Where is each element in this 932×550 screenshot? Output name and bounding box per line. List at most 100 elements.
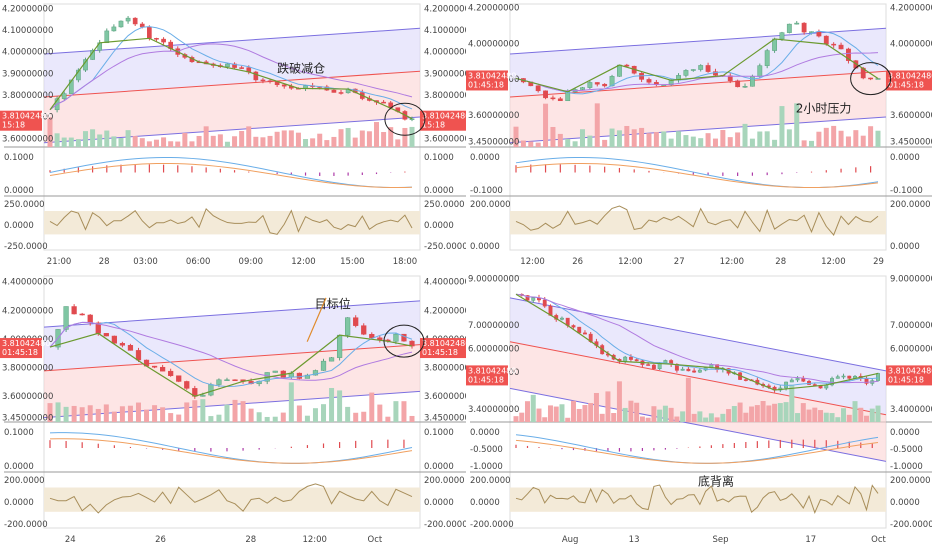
- wave-line: [515, 38, 879, 93]
- cci-tick-left: -250.0000: [4, 242, 48, 252]
- volume-bar: [801, 140, 807, 147]
- volume-bar: [726, 409, 732, 422]
- price-value: 3.81042480: [2, 112, 50, 121]
- y-tick-right: 7.00000000: [890, 321, 932, 331]
- volume-bar: [239, 130, 245, 147]
- volume-bar: [611, 413, 617, 422]
- volume-bar: [144, 409, 150, 422]
- ma-long-line: [515, 52, 879, 92]
- y-tick-right: 3.80000000: [424, 364, 466, 374]
- macd-tick-right: 0.0000: [890, 153, 920, 163]
- volume-bar: [216, 414, 222, 422]
- volume-bar: [594, 103, 600, 147]
- macd-tick-right: -1.0000: [890, 462, 923, 472]
- volume-bar: [385, 416, 391, 422]
- candle-body: [550, 97, 556, 100]
- cci-tick-right: -250.0000: [424, 242, 466, 252]
- volume-bar: [809, 140, 815, 147]
- volume-bar: [388, 127, 394, 147]
- volume-bar: [87, 405, 93, 422]
- volume-bar: [764, 131, 770, 147]
- x-tick: 12:00: [291, 257, 316, 267]
- x-tick: Aug: [562, 535, 579, 545]
- circle-marker: [383, 324, 425, 358]
- volume-bar: [280, 412, 286, 422]
- cci-band: [44, 487, 420, 512]
- volume-bar: [393, 401, 399, 422]
- cci-tick-left: 200.0000: [470, 200, 511, 210]
- volume-bar: [624, 125, 630, 147]
- price-label-left: [0, 338, 42, 359]
- candle-body: [838, 44, 844, 50]
- volume-bar: [760, 401, 766, 422]
- volume-bar: [705, 133, 711, 147]
- candle-body: [393, 333, 399, 342]
- candle-body: [127, 345, 134, 351]
- candle-body: [594, 82, 600, 85]
- volume-bar: [683, 135, 689, 147]
- candle-body: [61, 93, 67, 99]
- candle-body: [253, 71, 259, 81]
- y-tick-right: 3.90000000: [424, 69, 466, 79]
- volume-bar: [184, 402, 190, 422]
- volume-bar: [547, 405, 553, 422]
- candle-body: [624, 64, 630, 67]
- volume-bar: [757, 131, 763, 147]
- volume-bar: [189, 141, 195, 147]
- candle-body: [272, 370, 278, 373]
- candle-body: [743, 379, 748, 381]
- candle-body: [560, 317, 564, 320]
- candle-body: [232, 63, 237, 68]
- channel-lower-line: [509, 387, 887, 462]
- volume-bar: [260, 137, 266, 147]
- y-tick-right: 4.10000000: [424, 26, 466, 36]
- volume-bar: [674, 416, 680, 422]
- volume-bar: [772, 403, 778, 422]
- candle-body: [686, 368, 691, 372]
- price-label-left: [466, 365, 508, 386]
- volume-bar: [570, 400, 576, 422]
- volume-bar: [685, 377, 691, 422]
- cci-tick-right: 0.0000: [890, 498, 920, 508]
- volume-bar: [631, 129, 637, 147]
- macd-line: [49, 156, 413, 189]
- candle-body: [816, 31, 822, 37]
- volume-bar: [288, 130, 294, 147]
- volume-bar: [777, 403, 783, 422]
- volume-bar: [175, 141, 181, 147]
- y-tick-left: 3.45000000: [2, 414, 53, 424]
- y-tick-left: 3.60000000: [468, 111, 519, 121]
- candle-body: [764, 50, 770, 66]
- channel-lower-fill: [510, 341, 886, 462]
- y-tick-left: 3.60000000: [2, 392, 53, 402]
- volume-bar: [593, 392, 599, 422]
- candle-body: [531, 297, 536, 301]
- volume-bar: [676, 131, 682, 147]
- cci-tick-right: 250.0000: [424, 200, 465, 210]
- volume-bar: [95, 408, 101, 422]
- y-tick-right: 6.00000000: [890, 344, 932, 354]
- volume-bar: [256, 412, 262, 422]
- volume-bar: [800, 403, 806, 422]
- ma-short-line: [515, 30, 879, 95]
- volume-bar: [703, 417, 709, 422]
- volume-bar: [838, 130, 844, 147]
- volume-bar: [248, 408, 254, 422]
- volume-bar: [864, 415, 870, 422]
- candle-body: [757, 65, 763, 77]
- wave-line: [49, 37, 413, 120]
- volume-bar: [75, 139, 81, 147]
- volume-bar: [97, 134, 103, 147]
- candle-body: [789, 379, 794, 383]
- macd-tick-right: 0.1000: [424, 428, 454, 438]
- x-tick: 12:00: [720, 257, 745, 267]
- volume-bar: [816, 131, 822, 147]
- macd-line: [49, 432, 413, 464]
- y-tick-right: 3.60000000: [424, 392, 466, 402]
- candle-body: [409, 118, 415, 120]
- volume-bar: [875, 130, 881, 147]
- volume-bar: [361, 411, 367, 422]
- candle-body: [147, 26, 152, 39]
- y-tick-left: 4.00000000: [2, 48, 53, 58]
- volume-bar: [68, 137, 74, 147]
